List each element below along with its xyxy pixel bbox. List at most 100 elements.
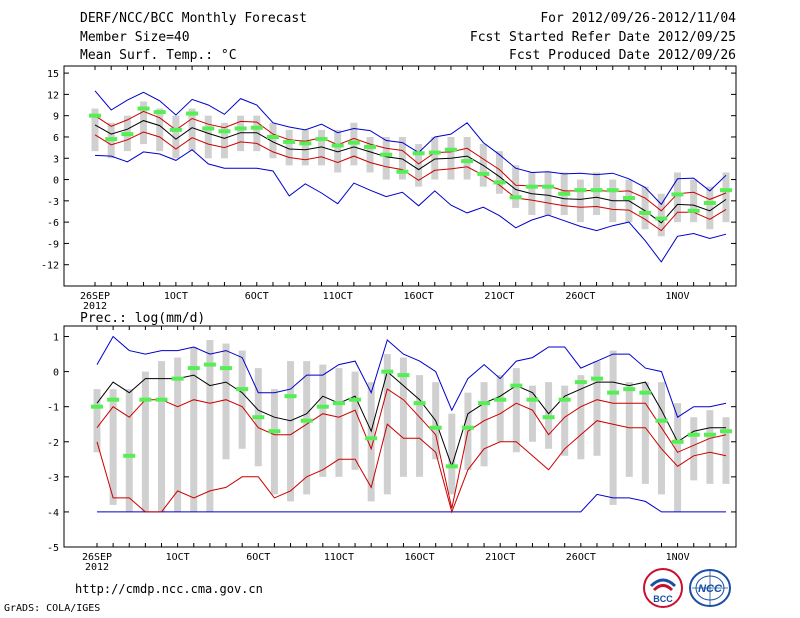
spread-box (141, 371, 149, 512)
spread-box (269, 122, 277, 159)
member-marker (478, 401, 491, 406)
x-tick-sublabel: 2012 (85, 562, 109, 573)
spread-box (125, 389, 133, 512)
member-marker (123, 453, 136, 458)
bcc-logo: BCC (643, 568, 683, 608)
spread-box (544, 172, 552, 216)
x-tick-sublabel: 2012 (83, 301, 107, 312)
upper-percentile-line (94, 110, 727, 212)
spread-box (335, 368, 343, 477)
spread-box (238, 350, 246, 449)
x-tick-label: 1NOV (665, 291, 689, 302)
member-marker (558, 397, 571, 402)
y-tick-label: -1 (47, 403, 59, 414)
spread-box (270, 389, 278, 495)
member-marker (526, 397, 539, 402)
member-marker (428, 150, 441, 155)
spread-box (174, 357, 182, 512)
member-marker (412, 151, 425, 156)
spread-box (512, 165, 520, 208)
x-tick-label: 26SEP (80, 291, 110, 302)
y-tick-label: 0 (53, 368, 59, 379)
member-marker (349, 397, 362, 402)
plot-frame (63, 65, 737, 287)
spread-box (561, 385, 569, 456)
spread-box (690, 417, 698, 481)
spread-box (416, 375, 424, 477)
spread-box (415, 144, 423, 187)
upper-percentile-line (96, 388, 727, 509)
member-marker (266, 134, 279, 139)
member-marker (283, 139, 296, 144)
x-tick-label: 1OCT (166, 552, 190, 563)
spread-box (399, 357, 407, 477)
ensemble-min-line (94, 149, 727, 263)
member-marker (236, 387, 249, 392)
x-tick-label: 21OCT (484, 291, 514, 302)
ensemble-max-line (96, 335, 727, 418)
y-tick-label: -5 (47, 543, 59, 554)
member-marker (510, 383, 523, 388)
spread-box (593, 172, 601, 216)
member-marker (655, 418, 668, 423)
chart-title: DERF/NCC/BCC Monthly Forecast (80, 11, 307, 26)
spread-box (287, 361, 295, 502)
spread-box (140, 101, 148, 145)
member-marker (703, 200, 716, 205)
ncc-logo-text: NCC (698, 583, 723, 595)
lower-percentile-line (94, 131, 727, 232)
member-marker (397, 373, 410, 378)
spread-box (674, 403, 682, 512)
spread-box (690, 179, 698, 223)
grads-credit: GrADS: COLA/IGES (4, 603, 101, 614)
member-marker (720, 188, 732, 193)
member-marker (187, 366, 200, 371)
spread-box (158, 361, 166, 512)
member-marker (139, 397, 152, 402)
spread-box (641, 382, 649, 484)
member-marker (542, 184, 555, 189)
member-marker (574, 380, 587, 385)
x-tick-label: 1NOV (666, 552, 690, 563)
spread-box (206, 340, 214, 512)
member-marker (590, 188, 603, 193)
member-marker (461, 425, 474, 430)
spread-box (237, 115, 245, 152)
x-tick-label: 6OCT (245, 291, 269, 302)
spread-box (512, 368, 520, 453)
spread-box (285, 129, 293, 166)
member-marker (332, 401, 345, 406)
spread-box (318, 129, 326, 166)
member-marker (720, 429, 732, 434)
spread-box (367, 382, 375, 502)
member-marker (315, 137, 328, 142)
ensemble-max-line (94, 90, 727, 206)
member-marker (105, 137, 118, 142)
member-marker (606, 188, 619, 193)
spread-box (301, 129, 309, 166)
y-tick-label: 1 (53, 333, 59, 344)
spread-box (706, 410, 714, 484)
spread-box (577, 375, 585, 460)
member-marker (186, 111, 199, 116)
x-tick-label: 1OCT (164, 291, 188, 302)
member-marker (153, 110, 166, 115)
member-marker (250, 125, 263, 130)
x-tick-label: 21OCT (485, 552, 515, 563)
member-marker (91, 404, 103, 409)
member-marker (202, 126, 215, 131)
x-tick-label: 26SEP (82, 552, 112, 563)
spread-box (398, 136, 406, 180)
y-tick-label: 15 (47, 69, 59, 80)
member-marker (155, 397, 168, 402)
spread-box (109, 389, 117, 505)
member-marker (445, 464, 458, 469)
ensemble-min-line (97, 493, 726, 513)
spread-box (431, 136, 439, 180)
member-marker (220, 366, 233, 371)
bcc-logo-text: BCC (653, 594, 673, 604)
y-tick-label: 6 (53, 133, 59, 144)
spread-box (156, 108, 164, 152)
y-tick-label: 9 (53, 112, 59, 123)
spread-box (220, 122, 228, 159)
